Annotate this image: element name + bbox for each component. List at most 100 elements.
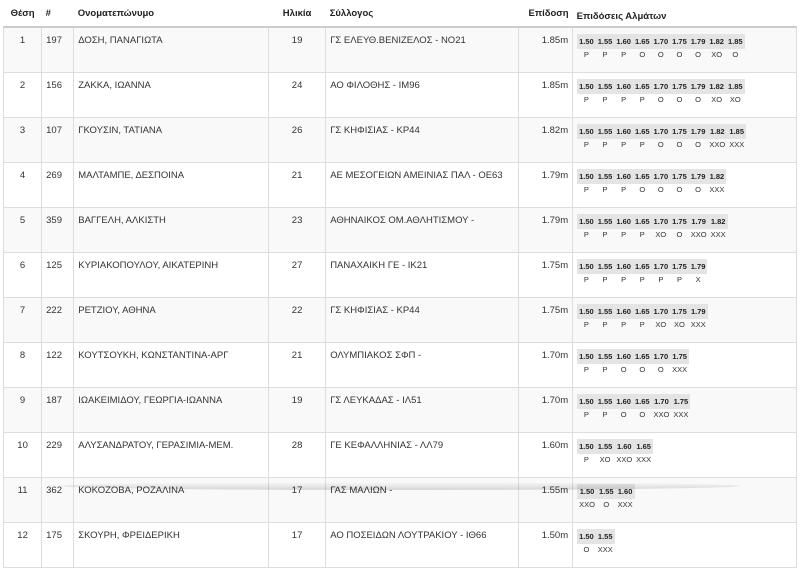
attempt-result: O xyxy=(695,95,701,104)
place-cell: 8 xyxy=(2,342,43,388)
performance-cell: 1.79m xyxy=(517,207,574,253)
attempt-result: O xyxy=(695,185,701,194)
attempt-result: P xyxy=(621,140,627,149)
place-cell: 6 xyxy=(2,252,43,298)
attempt-height: 1.70 xyxy=(651,259,671,274)
attempt-result: O xyxy=(695,50,701,59)
table-row: 6 125 ΚΥΡΙΑΚΟΠΟΥΛΟΥ, ΑΙΚΑΤΕΡΙΝΗ 27 ΠΑΝΑΧΑΙΚΗ… xyxy=(2,252,797,298)
bib-number-cell: 125 xyxy=(41,252,75,298)
bib-number-cell: 122 xyxy=(41,342,75,388)
club-cell: ΓΣ ΛΕΥΚΑΔΑΣ - ΙΛ51 xyxy=(325,387,519,433)
place-cell: 11 xyxy=(2,477,43,523)
attempt-height: 1.75 xyxy=(670,214,689,229)
attempt-height: 1.65 xyxy=(632,304,652,319)
attempt-result: P xyxy=(583,275,589,284)
attempt-height: 1.85 xyxy=(725,34,745,49)
attempt-height: 1.55 xyxy=(595,259,615,274)
bib-number-cell: 229 xyxy=(41,432,75,478)
attempt-height: 1.55 xyxy=(595,124,615,139)
attempt-height: 1.55 xyxy=(595,304,615,319)
header-age: Ηλικία xyxy=(268,0,326,28)
attempt-result: O xyxy=(676,95,683,104)
attempts-cell: 1.50 P 1.55 P 1.60 O 1.65 O 1.70 O 1.75 XXX xyxy=(572,342,797,388)
attempt-height: 1.75 xyxy=(670,169,689,184)
table-row: 3 107 ΓΚΟΥΣΙΝ, ΤΑΤΙΑΝΑ 26 ΓΣ ΚΗΦΙΣΙΑΣ - ΚΡ44… xyxy=(2,117,797,163)
header-place: Θέση xyxy=(3,0,42,28)
attempt-result: O xyxy=(639,185,646,194)
attempt-result: O xyxy=(603,500,610,509)
attempt-result: XO xyxy=(711,95,723,104)
athlete-name-cell: ΚΟΥΤΣΟΥΚΗ, ΚΩΝΣΤΑΝΤΙΝΑ-ΑΡΓ xyxy=(73,342,269,388)
attempts-grid: 1.50 P 1.55 P 1.60 O 1.65 O 1.70 XXO 1.75 XXX xyxy=(577,394,691,421)
attempt-height: 1.50 xyxy=(577,169,596,184)
attempts-cell: 1.50 P 1.55 P 1.60 P 1.65 P 1.70 O 1.75 O 1.79 O 1.82 X… xyxy=(572,72,797,118)
bib-number-cell: 222 xyxy=(41,297,75,343)
attempt-result: P xyxy=(639,230,645,239)
club-cell: ΑΕ ΜΕΣΟΓΕΙΩΝ ΑΜΕΙΝΙΑΣ ΠΑΛ - ΟΕ63 xyxy=(325,162,519,208)
attempt-height: 1.60 xyxy=(614,349,633,364)
attempt-result: P xyxy=(621,50,627,59)
attempt-result: X xyxy=(695,275,701,284)
attempt-height: 1.50 xyxy=(577,394,596,409)
bib-number-cell: 359 xyxy=(41,207,75,253)
attempt-height: 1.60 xyxy=(614,439,635,454)
attempt-result: P xyxy=(621,275,627,284)
attempt-result: XXX xyxy=(710,230,726,239)
table-body: 1 197 ΔΟΣΗ, ΠΑΝΑΓΙΩΤΑ 19 ΓΣ ΕΛΕΥΘ.ΒΕΝΙΖΕΛΟΣ … xyxy=(2,26,797,568)
attempt-result: P xyxy=(583,140,589,149)
attempt-result: P xyxy=(583,230,589,239)
performance-cell: 1.70m xyxy=(517,342,574,388)
attempts-cell: 1.50 P 1.55 P 1.60 P 1.65 O 1.70 O 1.75 O 1.79 O 1.82 X… xyxy=(572,162,797,208)
club-cell: ΓΣ ΕΛΕΥΘ.ΒΕΝΙΖΕΛΟΣ - ΝΟ21 xyxy=(325,26,519,73)
bottom-shadow xyxy=(60,482,740,490)
header-row: Θέση # Ονοματεπώνυμο Ηλικία Σύλλογος Επί… xyxy=(3,0,797,28)
table-row: 4 269 ΜΑΛΤΑΜΠΕ, ΔΕΣΠΟΙΝΑ 21 ΑΕ ΜΕΣΟΓΕΙΩΝ ΑΜΕ… xyxy=(2,162,797,208)
attempt-height: 1.55 xyxy=(595,439,615,454)
bib-number-cell: 187 xyxy=(41,387,75,433)
attempt-result: XO xyxy=(674,320,685,329)
attempt-height: 1.70 xyxy=(651,34,671,49)
attempt-result: P xyxy=(602,185,608,194)
attempt-result: XXO xyxy=(709,140,726,149)
attempts-cell: 1.50 P 1.55 P 1.60 P 1.65 P 1.70 P 1.75 P 1.79 X xyxy=(572,252,797,298)
attempt-height: 1.50 xyxy=(577,439,596,454)
attempt-result: XXO xyxy=(579,500,595,509)
table-row: 1 197 ΔΟΣΗ, ΠΑΝΑΓΙΩΤΑ 19 ΓΣ ΕΛΕΥΘ.ΒΕΝΙΖΕΛΟΣ … xyxy=(2,26,797,73)
table-row: 12 175 ΣΚΟΥΡΗ, ΦΡΕΙΔΕΡΙΚΗ 17 ΑΟ ΠΟΣΕΙΔΩΝ ΛΟΥ… xyxy=(2,522,797,568)
attempt-result: XXX xyxy=(617,500,633,509)
attempt-height: 1.70 xyxy=(651,304,671,319)
bib-number-cell: 197 xyxy=(41,26,75,73)
attempts-cell: 1.50 P 1.55 P 1.60 P 1.65 P 1.70 O 1.75 O 1.79 O 1.82 X… xyxy=(572,117,797,163)
attempt-height: 1.60 xyxy=(614,124,633,139)
attempt-height: 1.65 xyxy=(632,124,652,139)
performance-cell: 1.60m xyxy=(517,432,574,478)
attempt-height: 1.75 xyxy=(670,349,690,364)
place-cell: 1 xyxy=(2,26,43,73)
attempt-height: 1.60 xyxy=(614,34,633,49)
attempt-height: 1.50 xyxy=(577,529,596,544)
attempt-result: O xyxy=(732,50,739,59)
attempt-result: O xyxy=(657,140,664,149)
attempt-result: O xyxy=(657,365,664,374)
athlete-name-cell: ΓΚΟΥΣΙΝ, ΤΑΤΙΑΝΑ xyxy=(73,117,269,163)
athlete-name-cell: ΑΛΥΣΑΝΔΡΑΤΟΥ, ΓΕΡΑΣΙΜΙΑ-ΜΕΜ. xyxy=(73,432,269,478)
attempt-height: 1.50 xyxy=(577,259,596,274)
attempt-result: XO xyxy=(655,320,667,329)
attempt-result: O xyxy=(676,185,683,194)
attempt-result: O xyxy=(676,50,683,59)
attempt-result: P xyxy=(602,230,608,239)
age-cell: 21 xyxy=(267,342,327,388)
place-cell: 2 xyxy=(2,72,43,118)
attempts-cell: 1.50 P 1.55 P 1.60 P 1.65 P 1.70 XO 1.75 O 1.79 XXO 1.… xyxy=(572,207,797,253)
attempt-result: P xyxy=(583,365,589,374)
attempt-height: 1.79 xyxy=(688,169,708,184)
place-cell: 7 xyxy=(2,297,43,343)
performance-cell: 1.75m xyxy=(517,252,574,298)
table-header: Θέση # Ονοματεπώνυμο Ηλικία Σύλλογος Επί… xyxy=(3,0,797,28)
attempts-cell: 1.50 P 1.55 XO 1.60 XXO 1.65 XXX xyxy=(572,432,797,478)
attempt-height: 1.79 xyxy=(688,214,709,229)
attempt-result: P xyxy=(621,185,627,194)
attempt-result: XXX xyxy=(690,320,706,329)
table-row: 10 229 ΑΛΥΣΑΝΔΡΑΤΟΥ, ΓΕΡΑΣΙΜΙΑ-ΜΕΜ. 28 ΓΕ ΚΕ… xyxy=(2,432,797,478)
